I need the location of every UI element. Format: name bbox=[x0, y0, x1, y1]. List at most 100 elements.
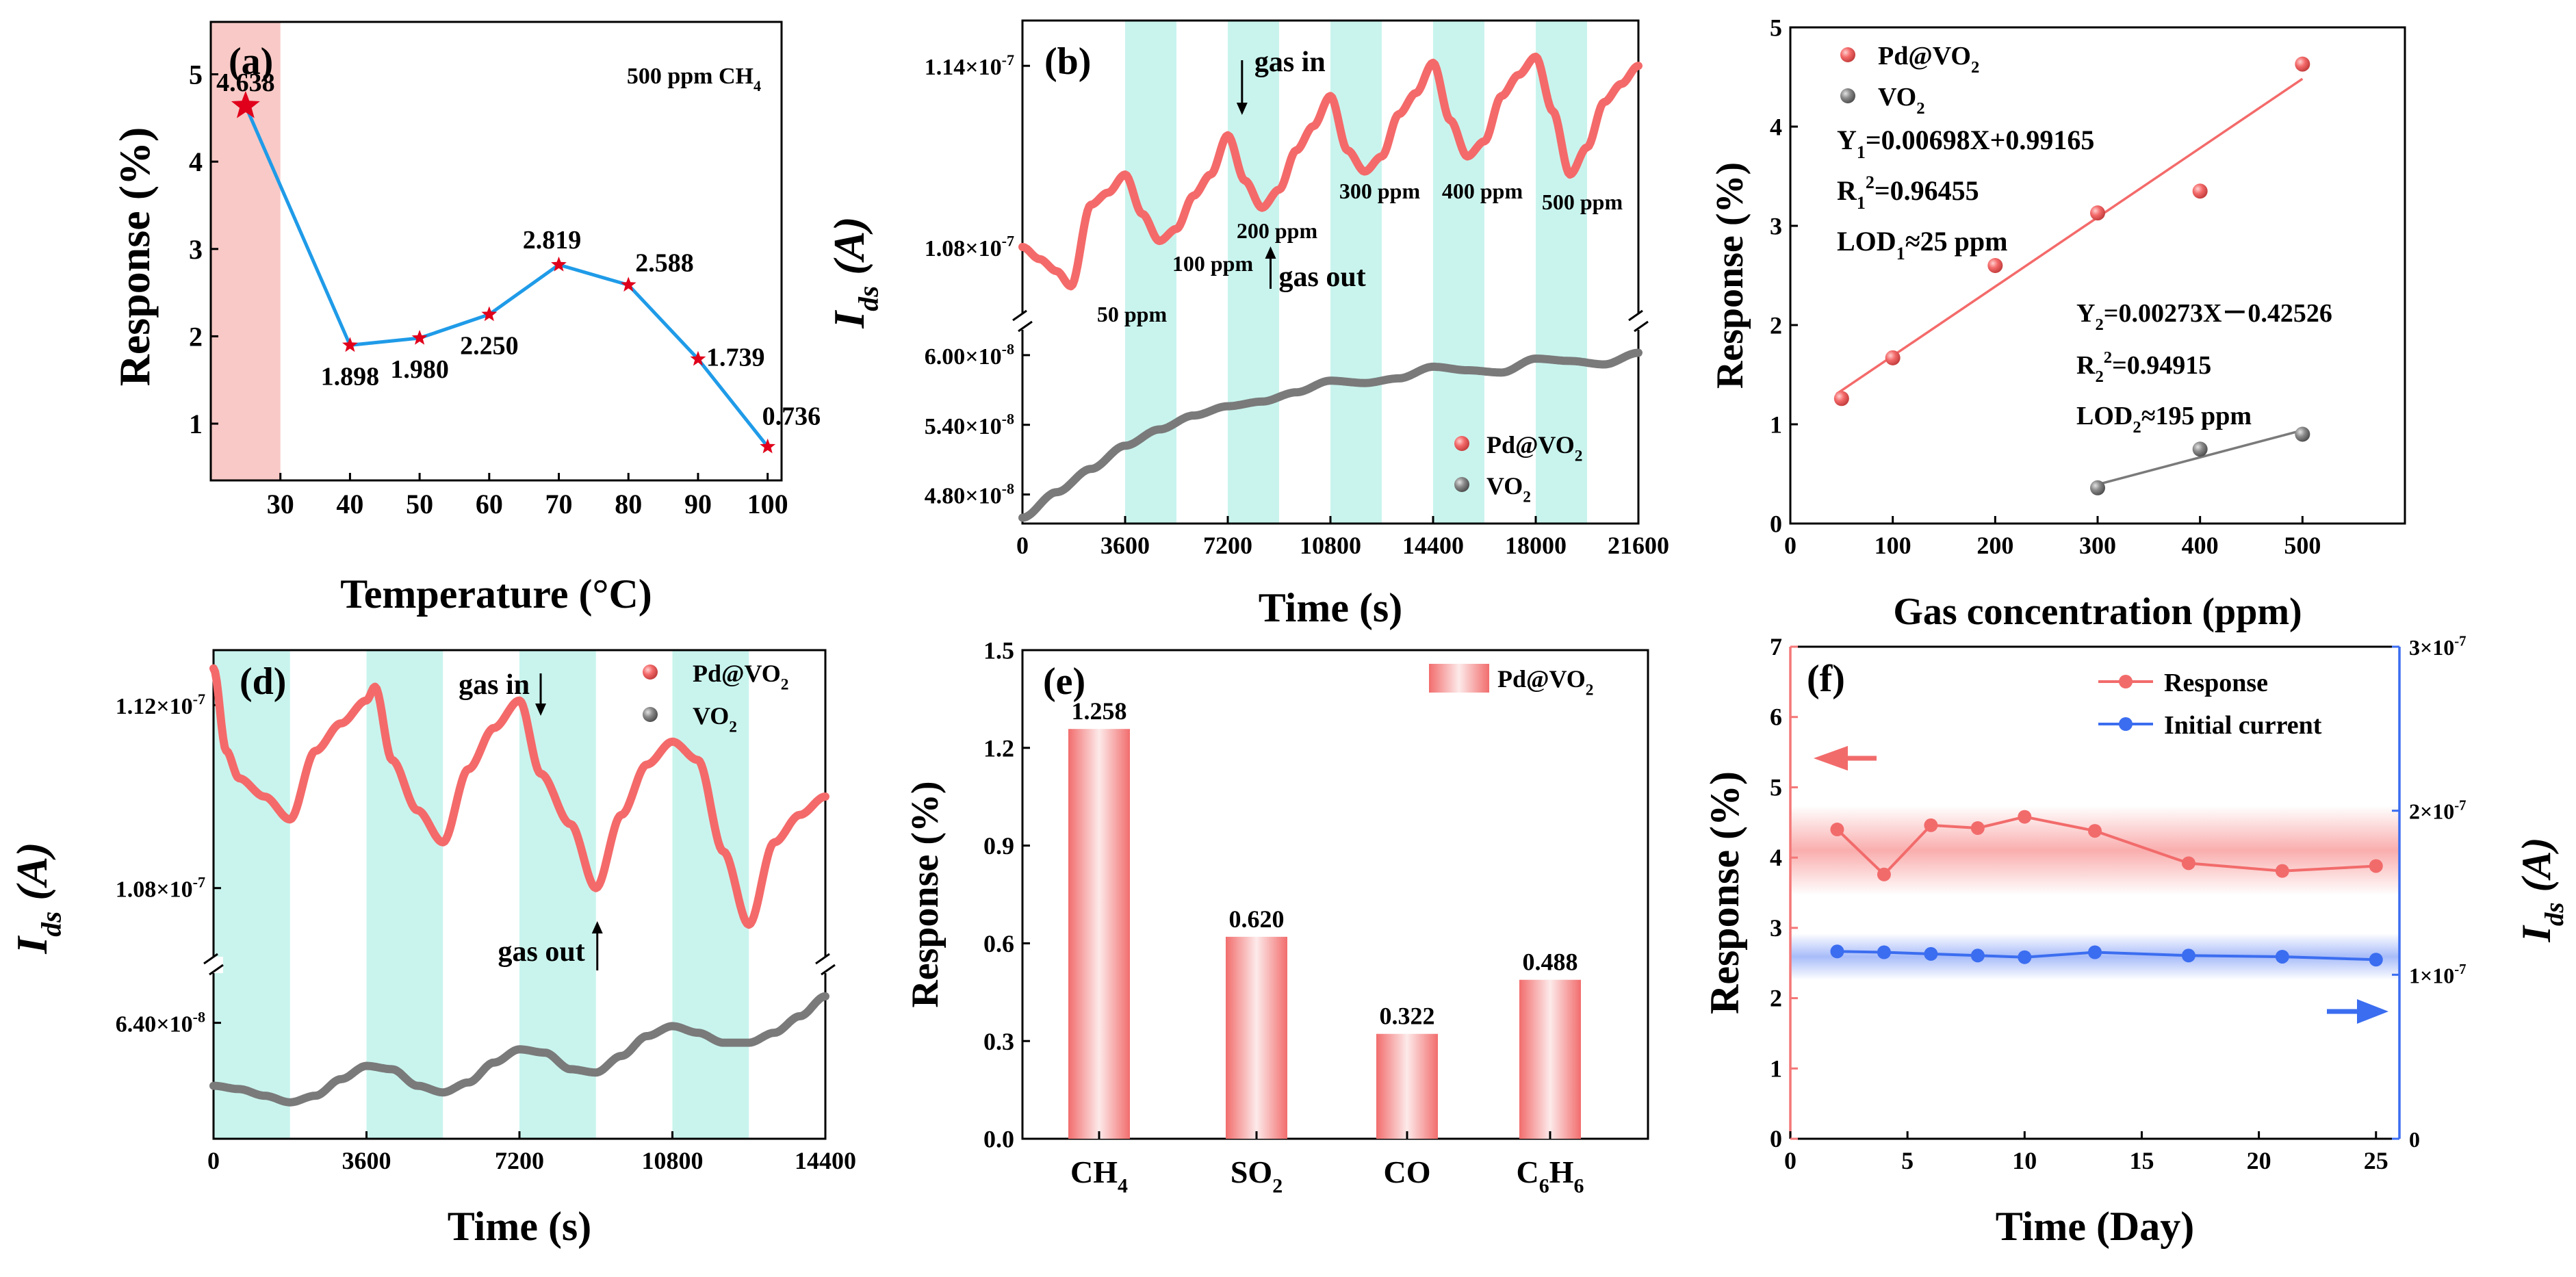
axis-break-right-line-2 bbox=[1634, 320, 1649, 333]
vo2-data-point bbox=[2090, 480, 2105, 495]
x-axis-title: Time (Day) bbox=[1996, 1204, 2195, 1249]
category-label: CO bbox=[1384, 1155, 1431, 1189]
legend-marker-response bbox=[2119, 675, 2133, 688]
y-axis-title: Response (%) bbox=[1709, 162, 1751, 389]
response-point bbox=[1970, 821, 1985, 836]
d-ytick-lower-label: 6.40×10-8 bbox=[116, 1008, 205, 1037]
b-ytick-lower-label-part: -8 bbox=[1002, 341, 1014, 358]
category-label-part: CH bbox=[1070, 1155, 1118, 1189]
panel-a-temperature-response: 30 40 50 60 70 80 90 100 1 2 3 4 5 4.638 1.898 1.980 2.2… bbox=[110, 21, 821, 617]
pd-vo2-data-point bbox=[1885, 350, 1901, 365]
f-ytick-label: 6 bbox=[1770, 704, 1782, 731]
b-ytick-lower-label-part: 6.00×10 bbox=[925, 344, 1002, 370]
legend-label-pd-vo2-part: Pd@VO bbox=[1486, 431, 1575, 459]
f-xtick-15-label: 15 bbox=[2129, 1147, 2154, 1174]
pd-vo2-fit-equation: Y1=0.00698X+0.99165 bbox=[1837, 125, 2094, 162]
pd-vo2-current-trace bbox=[209, 664, 829, 929]
vo2-r-squared-part: 2 bbox=[2104, 348, 2112, 367]
a-xtick-50-label: 50 bbox=[406, 489, 433, 519]
legend-label-part: 2 bbox=[1586, 682, 1594, 699]
legend-label-vo2-part: 2 bbox=[729, 719, 737, 736]
legend-label: Pd@VO2 bbox=[1497, 665, 1593, 699]
a-ytick-4-label: 4 bbox=[189, 146, 203, 177]
bar-3 bbox=[1519, 979, 1581, 1139]
panel-label: (e) bbox=[1043, 660, 1085, 703]
pd-vo2-data-point bbox=[2192, 183, 2208, 199]
concentration-label: 200 ppm bbox=[1237, 218, 1318, 243]
pd-vo2-detection-limit: LOD1≈25 ppm bbox=[1837, 226, 2007, 263]
f-ytick-label: 2 bbox=[1770, 985, 1782, 1012]
pd-vo2-fit-equation-part: Y bbox=[1837, 125, 1857, 155]
concentration-label: 300 ppm bbox=[1339, 179, 1421, 203]
vo2-fit-equation-part: Y bbox=[2076, 299, 2095, 328]
vo2-r-squared-part: R bbox=[2076, 351, 2096, 380]
f-xtick-25-label: 25 bbox=[2364, 1147, 2388, 1174]
legend-marker-pd-vo2 bbox=[643, 665, 658, 680]
category-label-part: 6 bbox=[1539, 1175, 1549, 1198]
legend-label-response: Response bbox=[2164, 669, 2268, 697]
d-ytick-upper-label-part: 1.08×10 bbox=[116, 877, 193, 903]
e-ytick-4-label: 1.2 bbox=[983, 734, 1014, 762]
b-ytick-upper-label: 1.08×10-7 bbox=[925, 233, 1014, 261]
initial-current-point bbox=[1924, 946, 1938, 961]
x-axis-title: Temperature (°C) bbox=[340, 571, 652, 617]
axis-break-left-line-2 bbox=[209, 964, 224, 976]
a-ytick-3-label: 3 bbox=[189, 234, 203, 265]
initial-current-point bbox=[2018, 950, 2032, 964]
axis-break-left-line-2 bbox=[1018, 320, 1033, 333]
legend-marker-vo2 bbox=[643, 707, 658, 722]
vo2-current-trace bbox=[209, 992, 829, 1107]
e-ytick-1-label: 0.3 bbox=[983, 1028, 1014, 1055]
c-ytick-5-label: 5 bbox=[1770, 14, 1782, 42]
gas-out-arrow-head bbox=[1265, 246, 1276, 259]
b-ytick-lower-label-part: 5.40×10 bbox=[925, 414, 1002, 439]
response-stability-band bbox=[1790, 805, 2399, 896]
y-axis-title-part: I bbox=[8, 936, 56, 955]
f-y2tick-label: 0 bbox=[2409, 1127, 2420, 1152]
legend-marker-vo2 bbox=[1840, 88, 1855, 103]
f-y2tick-label-part: -7 bbox=[2454, 797, 2466, 813]
a-xtick-30-label: 30 bbox=[267, 489, 294, 519]
panel-b-dynamic-current: 0 3600 7200 10800 14400 18000 216001.08×10-71.… bbox=[825, 19, 1669, 630]
concentration-label: 400 ppm bbox=[1442, 179, 1523, 203]
x-axis-title: Time (s) bbox=[448, 1204, 592, 1249]
a-ytick-5-label: 5 bbox=[189, 60, 203, 90]
category-label-part: CO bbox=[1384, 1155, 1431, 1189]
y-axis-title: Ids (A) bbox=[8, 842, 67, 954]
panel-label: (d) bbox=[240, 660, 286, 703]
legend-label-vo2-part: 2 bbox=[1916, 99, 1924, 118]
pd-vo2-r-squared-part: R bbox=[1837, 175, 1857, 206]
legend-label-vo2-part: VO bbox=[1486, 472, 1523, 500]
a-ytick-1-label: 1 bbox=[189, 409, 203, 439]
d-ytick-upper-label-part: -7 bbox=[193, 873, 205, 890]
data-label: 1.898 bbox=[321, 362, 380, 391]
pd-vo2-detection-limit-part: LOD bbox=[1837, 226, 1896, 257]
bar-1 bbox=[1226, 936, 1287, 1139]
vo2-current-trace bbox=[1018, 348, 1643, 522]
b-xtick-14400-label: 14400 bbox=[1402, 532, 1464, 559]
legend-label-pd-vo2-part: 2 bbox=[1971, 58, 1979, 77]
legend-label-pd-vo2: Pd@VO2 bbox=[693, 660, 788, 694]
gas-out-label: gas out bbox=[498, 936, 585, 968]
panel-label: (f) bbox=[1807, 658, 1845, 700]
a-xtick-90-label: 90 bbox=[684, 489, 712, 519]
vo2-detection-limit-part: LOD bbox=[2076, 402, 2133, 430]
d-xtick-7200-label: 7200 bbox=[495, 1147, 544, 1174]
initial-current-point bbox=[1830, 944, 1844, 959]
d-ytick-upper-label: 1.08×10-7 bbox=[116, 873, 205, 902]
legend-label-part: Pd@VO bbox=[1497, 665, 1586, 693]
e-ytick-0-label: 0.0 bbox=[983, 1126, 1014, 1153]
category-label-part: C bbox=[1517, 1155, 1539, 1189]
f-ytick-label: 0 bbox=[1770, 1125, 1782, 1152]
pd-vo2-data-point bbox=[1833, 391, 1849, 407]
legend-label-vo2: VO2 bbox=[693, 702, 737, 736]
c-ytick-1-label: 1 bbox=[1770, 411, 1782, 439]
response-point-star bbox=[690, 350, 706, 366]
b-xtick-3600-label: 3600 bbox=[1100, 532, 1150, 559]
legend-label-vo2-part: 2 bbox=[1523, 489, 1531, 506]
pd-vo2-detection-limit-part: ≈25 ppm bbox=[1905, 226, 2008, 257]
gas-exposure-band bbox=[1536, 21, 1587, 524]
y2-axis-title-part: ds bbox=[2540, 902, 2569, 926]
response-point bbox=[2275, 864, 2289, 878]
c-ytick-2-label: 2 bbox=[1770, 312, 1782, 339]
